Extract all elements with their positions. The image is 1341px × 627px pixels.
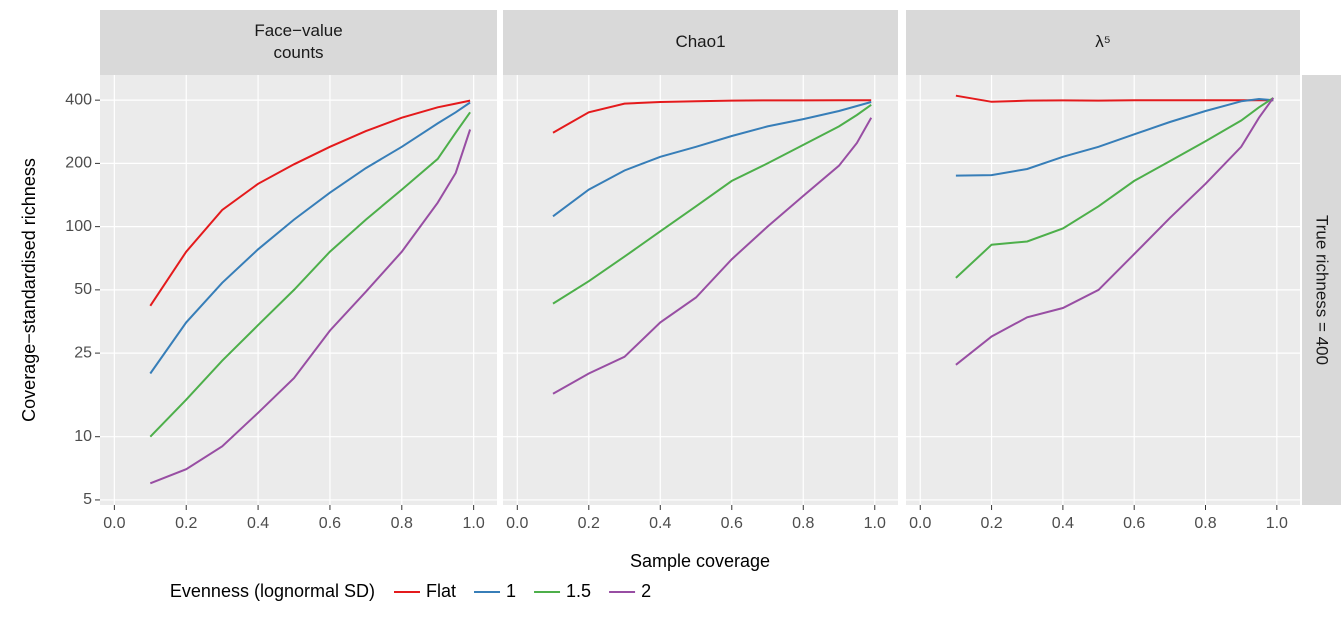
x-tick-label: 0.4 bbox=[247, 515, 269, 532]
strip-background bbox=[100, 10, 497, 75]
x-tick-label: 0.0 bbox=[909, 515, 931, 532]
series-line bbox=[149, 111, 471, 438]
row-strip bbox=[1302, 75, 1341, 505]
strip-label: λ⁵ bbox=[1095, 32, 1111, 51]
x-tick-label: 0.6 bbox=[319, 515, 341, 532]
x-tick-label: 0.0 bbox=[103, 515, 125, 532]
x-tick-label: 0.2 bbox=[980, 515, 1002, 532]
y-tick-label: 200 bbox=[65, 155, 92, 172]
y-tick-label: 100 bbox=[65, 218, 92, 235]
strip-label: Chao1 bbox=[675, 32, 725, 51]
series-line bbox=[955, 97, 1275, 366]
legend-label: 1 bbox=[506, 581, 516, 601]
x-tick-label: 1.0 bbox=[1266, 515, 1288, 532]
x-tick-label: 0.4 bbox=[649, 515, 671, 532]
y-tick-label: 50 bbox=[74, 281, 92, 298]
y-tick-label: 25 bbox=[74, 344, 92, 361]
x-tick-label: 0.2 bbox=[175, 515, 197, 532]
y-tick-label: 5 bbox=[83, 491, 92, 508]
x-tick-label: 0.8 bbox=[792, 515, 814, 532]
y-tick-label: 400 bbox=[65, 91, 92, 108]
strip-background bbox=[906, 10, 1300, 75]
x-tick-label: 0.6 bbox=[721, 515, 743, 532]
x-axis-label: Sample coverage bbox=[630, 551, 770, 571]
legend-label: Flat bbox=[426, 581, 456, 601]
legend-title: Evenness (lognormal SD) bbox=[170, 581, 375, 601]
series-line bbox=[552, 117, 873, 395]
strip-label: counts bbox=[273, 43, 323, 62]
x-tick-label: 1.0 bbox=[463, 515, 485, 532]
x-tick-label: 0.8 bbox=[1194, 515, 1216, 532]
x-tick-label: 0.8 bbox=[391, 515, 413, 532]
x-tick-label: 0.4 bbox=[1052, 515, 1074, 532]
series-line bbox=[149, 101, 471, 375]
series-line bbox=[149, 99, 471, 307]
series-line bbox=[552, 103, 872, 305]
series-line bbox=[149, 129, 472, 485]
series-line bbox=[552, 101, 872, 218]
y-tick-label: 10 bbox=[74, 428, 92, 445]
series-line bbox=[955, 97, 1274, 177]
series-line bbox=[955, 97, 1274, 279]
x-tick-label: 1.0 bbox=[864, 515, 886, 532]
x-tick-label: 0.2 bbox=[578, 515, 600, 532]
strip-label: Face−value bbox=[254, 21, 342, 40]
y-axis-label: Coverage−standardised richness bbox=[19, 158, 39, 422]
strip-background bbox=[503, 10, 898, 75]
row-strip-label: True richness = 400 bbox=[1313, 215, 1332, 365]
legend-label: 2 bbox=[641, 581, 651, 601]
x-tick-label: 0.0 bbox=[506, 515, 528, 532]
x-tick-label: 0.6 bbox=[1123, 515, 1145, 532]
legend-label: 1.5 bbox=[566, 581, 591, 601]
series-line bbox=[552, 99, 872, 134]
